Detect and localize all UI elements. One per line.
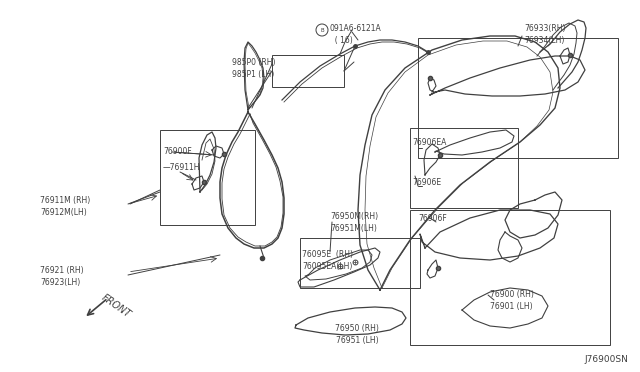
Bar — [410, 210, 610, 345]
Text: 76900F: 76900F — [163, 147, 192, 156]
Text: J76900SN: J76900SN — [584, 355, 628, 364]
Text: 76906F: 76906F — [418, 214, 447, 223]
Bar — [300, 238, 420, 288]
Text: 091A6-6121A
  ( 16): 091A6-6121A ( 16) — [330, 24, 381, 45]
Text: 76900 (RH)
76901 (LH): 76900 (RH) 76901 (LH) — [490, 290, 534, 311]
Bar — [160, 130, 255, 225]
Text: B: B — [320, 28, 324, 32]
Text: 76906EA: 76906EA — [412, 138, 446, 147]
Text: 76095E  (RH)
76095EA(LH): 76095E (RH) 76095EA(LH) — [302, 250, 353, 271]
Text: —76911H: —76911H — [163, 163, 200, 172]
Text: 985P0 (RH)
985P1 (LH): 985P0 (RH) 985P1 (LH) — [232, 58, 275, 79]
Text: 76906E: 76906E — [412, 178, 441, 187]
Text: 76921 (RH)
76923(LH): 76921 (RH) 76923(LH) — [40, 266, 84, 287]
Text: FRONT: FRONT — [100, 292, 133, 320]
Bar — [272, 55, 344, 87]
Text: 76933(RH)
76934(LH): 76933(RH) 76934(LH) — [524, 24, 566, 45]
Text: 76911M (RH)
76912M(LH): 76911M (RH) 76912M(LH) — [40, 196, 90, 217]
Text: 76950M(RH)
76951M(LH): 76950M(RH) 76951M(LH) — [330, 212, 378, 233]
Bar — [418, 38, 618, 158]
Bar — [410, 128, 518, 208]
Text: 76950 (RH)
76951 (LH): 76950 (RH) 76951 (LH) — [335, 324, 379, 345]
